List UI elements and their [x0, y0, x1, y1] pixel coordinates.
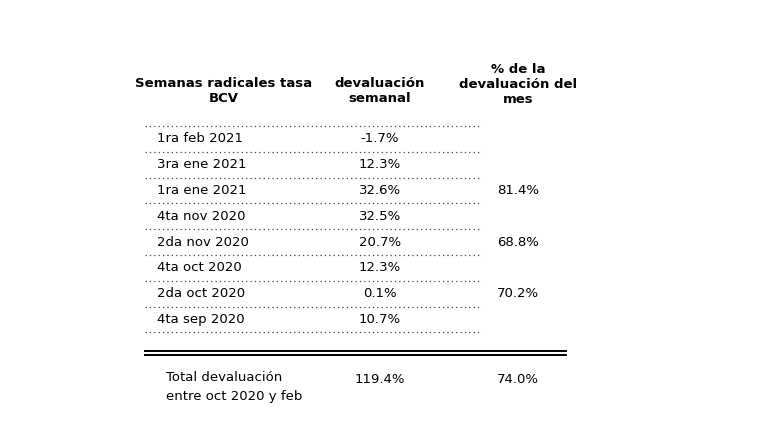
Text: 1ra feb 2021: 1ra feb 2021 [157, 132, 243, 146]
Text: 10.7%: 10.7% [359, 313, 400, 326]
Text: 32.5%: 32.5% [359, 210, 400, 223]
Text: 32.6%: 32.6% [359, 184, 400, 197]
Text: % de la
devaluación del
mes: % de la devaluación del mes [459, 63, 577, 106]
Text: 20.7%: 20.7% [359, 235, 400, 249]
Text: 3ra ene 2021: 3ra ene 2021 [157, 158, 247, 171]
Text: entre oct 2020 y feb: entre oct 2020 y feb [166, 390, 303, 403]
Text: -1.7%: -1.7% [360, 132, 399, 146]
Text: 0.1%: 0.1% [363, 287, 397, 300]
Text: 81.4%: 81.4% [497, 184, 539, 197]
Text: 2da oct 2020: 2da oct 2020 [157, 287, 245, 300]
Text: 4ta nov 2020: 4ta nov 2020 [157, 210, 246, 223]
Text: 68.8%: 68.8% [497, 235, 539, 249]
Text: 1ra ene 2021: 1ra ene 2021 [157, 184, 247, 197]
Text: Total devaluación: Total devaluación [166, 371, 282, 385]
Text: 4ta oct 2020: 4ta oct 2020 [157, 262, 242, 274]
Text: 12.3%: 12.3% [359, 158, 400, 171]
Text: 74.0%: 74.0% [497, 374, 539, 386]
Text: 2da nov 2020: 2da nov 2020 [157, 235, 249, 249]
Text: 4ta sep 2020: 4ta sep 2020 [157, 313, 244, 326]
Text: 70.2%: 70.2% [497, 287, 539, 300]
Text: 12.3%: 12.3% [359, 262, 400, 274]
Text: 119.4%: 119.4% [355, 374, 405, 386]
Text: Semanas radicales tasa
BCV: Semanas radicales tasa BCV [135, 77, 312, 105]
Text: devaluación
semanal: devaluación semanal [334, 77, 424, 105]
